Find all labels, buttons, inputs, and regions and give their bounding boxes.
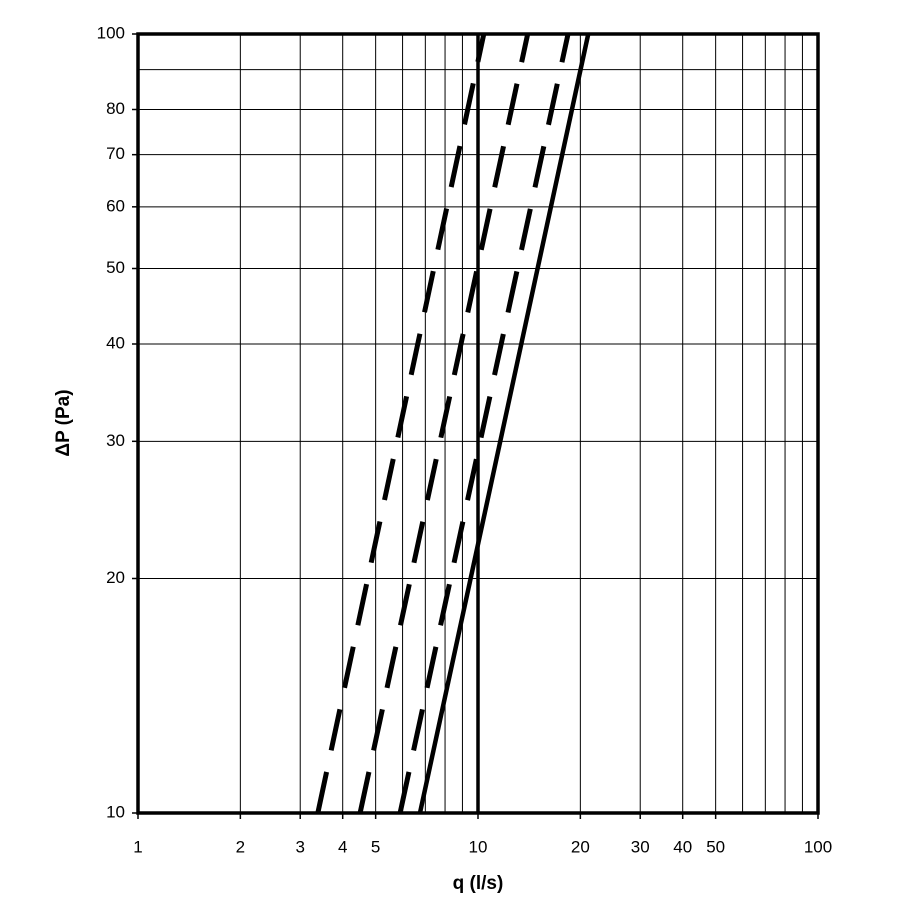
x-tick-label: 1 [133,837,142,856]
data-line [315,33,487,814]
x-tick-label: 30 [631,837,650,856]
x-tick-label: 100 [804,837,832,856]
x-tick-label: 20 [571,837,590,856]
y-tick-label: 30 [106,431,125,450]
y-tick-label: 80 [106,99,125,118]
y-tick-label: 40 [106,333,125,352]
x-axis-title: q (l/s) [453,873,504,894]
y-tick-label: 100 [97,23,125,42]
y-axis-title: ΔP (Pa) [53,389,74,456]
y-tick-label: 60 [106,196,125,215]
data-line [397,33,571,814]
x-tick-label: 2 [236,837,245,856]
x-tick-label: 4 [338,837,347,856]
data-line [357,33,531,814]
x-tick-label: 10 [469,837,488,856]
x-tick-label: 50 [706,837,725,856]
y-tick-label: 70 [106,144,125,163]
data-line [417,33,591,814]
y-tick-label: 20 [106,568,125,587]
x-tick-label: 3 [295,837,304,856]
y-tick-label: 10 [106,802,125,821]
y-tick-label: 50 [106,258,125,277]
x-tick-label: 5 [371,837,380,856]
x-tick-label: 40 [673,837,692,856]
